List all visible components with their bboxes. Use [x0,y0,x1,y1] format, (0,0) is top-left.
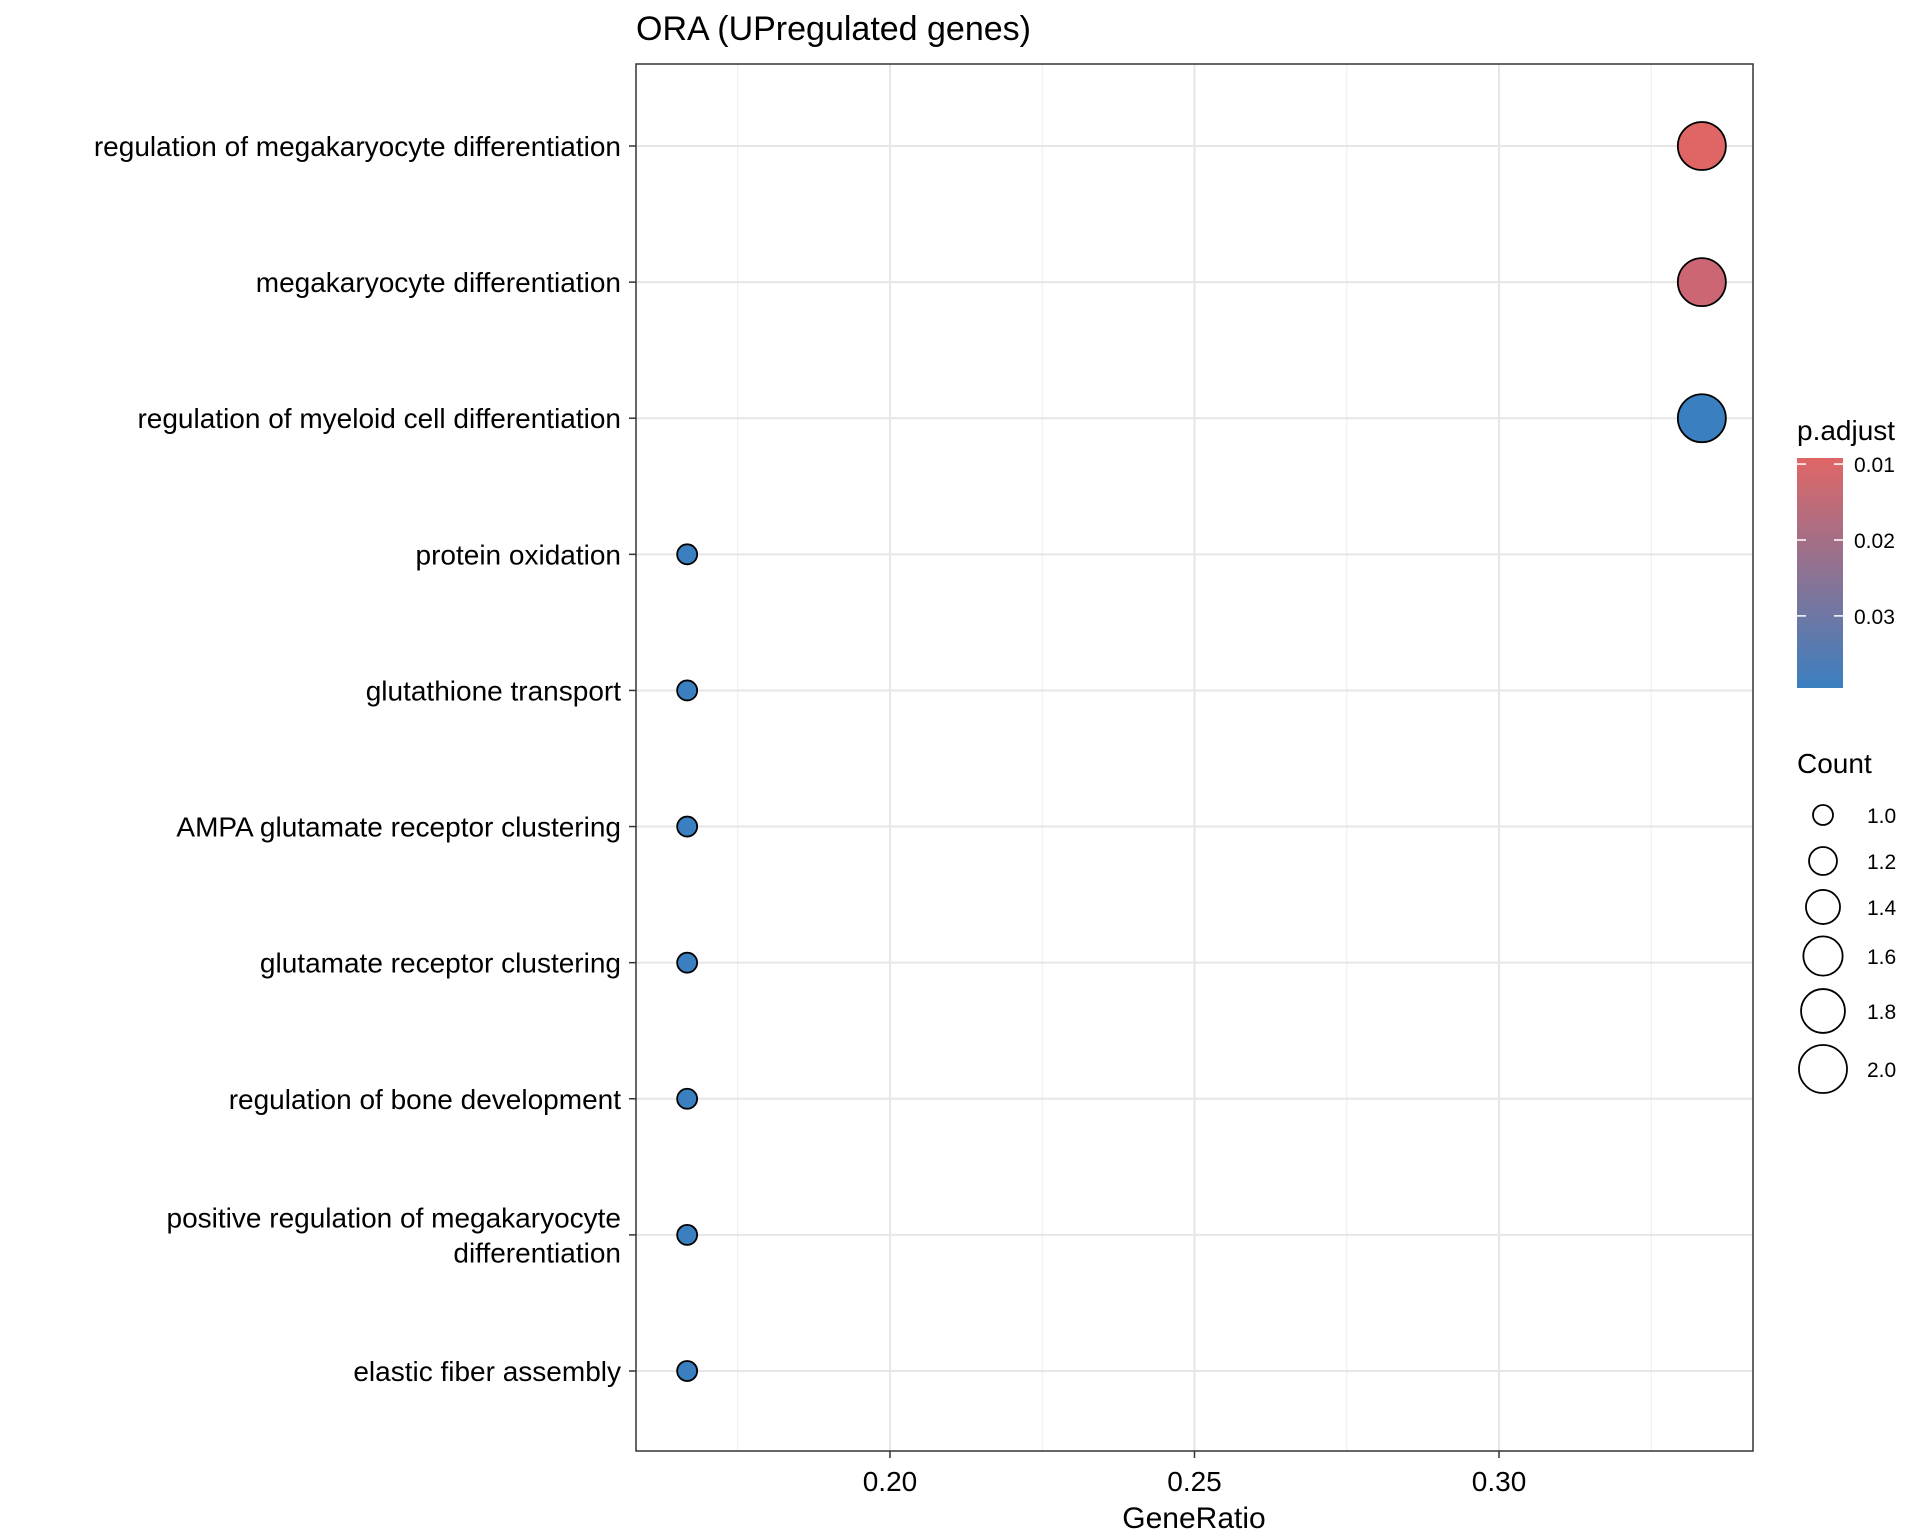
color-legend-title: p.adjust [1797,415,1895,446]
size-legend-label: 1.2 [1867,851,1896,874]
y-tick-label: glutamate receptor clustering [260,948,621,979]
y-tick-label: positive regulation of megakaryocyte diff… [167,1202,621,1268]
data-point [676,951,699,974]
data-points [676,121,1727,1382]
size-legend: Count 1.0 1.2 1.4 1.6 1.8 2.0 [1797,748,1897,1094]
color-legend-bar [1797,458,1843,688]
size-legend-key [1808,846,1838,876]
size-legend-key [1802,935,1844,977]
y-tick-label: regulation of bone development [229,1084,622,1115]
size-legend-key [1798,1044,1848,1094]
size-legend-label: 1.0 [1867,805,1896,828]
data-point [1676,257,1727,308]
y-tick-label: elastic fiber assembly [353,1356,621,1387]
x-tick-label: 0.20 [863,1466,918,1497]
y-tick-label: glutathione transport [366,675,622,706]
y-tick-label: AMPA glutamate receptor clustering [176,812,621,843]
x-tick-label: 0.30 [1472,1466,1527,1497]
data-point [676,1087,699,1110]
color-legend: p.adjust 0.01 0.02 0.03 [1797,415,1895,688]
data-point [676,1360,699,1382]
chart-title: ORA (UPregulated genes) [636,10,1031,48]
y-tick-label: megakaryocyte differentiation [256,267,621,298]
size-legend-label: 1.4 [1867,897,1897,920]
data-point [1676,393,1727,444]
data-point [676,679,699,702]
y-tick-label: protein oxidation [416,539,621,570]
data-point [676,815,699,838]
y-tick-label: regulation of myeloid cell differentiati… [137,403,621,434]
color-legend-label: 0.01 [1854,454,1895,477]
major-gridlines [636,64,1753,1451]
data-point [676,1223,699,1246]
size-legend-label: 2.0 [1867,1059,1896,1082]
y-tick-label: regulation of megakaryocyte differentiat… [94,131,621,162]
x-axis-title: GeneRatio [1122,1502,1265,1535]
x-axis: 0.20 0.25 0.30 [863,1451,1527,1497]
size-legend-key [1812,804,1834,826]
size-legend-title: Count [1797,748,1872,779]
color-legend-label: 0.03 [1854,606,1895,629]
size-legend-key [1805,889,1841,925]
data-point [1676,121,1727,171]
size-legend-key [1800,988,1846,1034]
size-legend-label: 1.8 [1867,1001,1896,1024]
minor-gridlines [737,64,1652,1451]
data-point [676,543,699,566]
y-axis: regulation of megakaryocyte differentiat… [94,131,636,1387]
x-tick-label: 0.25 [1167,1466,1222,1497]
color-legend-label: 0.02 [1854,530,1895,553]
size-legend-label: 1.6 [1867,946,1896,969]
